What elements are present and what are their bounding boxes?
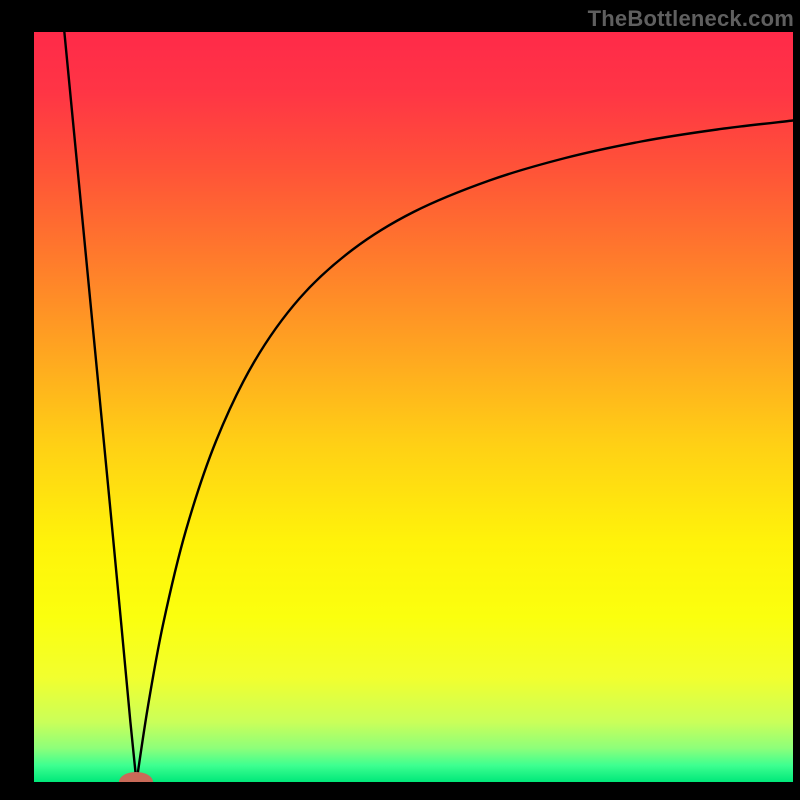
frame-border-bottom	[0, 782, 800, 800]
chart-root: TheBottleneck.com	[0, 0, 800, 800]
curve-segment	[64, 32, 136, 782]
watermark-text: TheBottleneck.com	[588, 6, 794, 32]
frame-border-right	[793, 0, 800, 800]
frame-border-left	[0, 0, 34, 800]
curve-segment	[136, 121, 793, 783]
plot-area	[34, 32, 793, 782]
curve-layer	[34, 32, 793, 782]
